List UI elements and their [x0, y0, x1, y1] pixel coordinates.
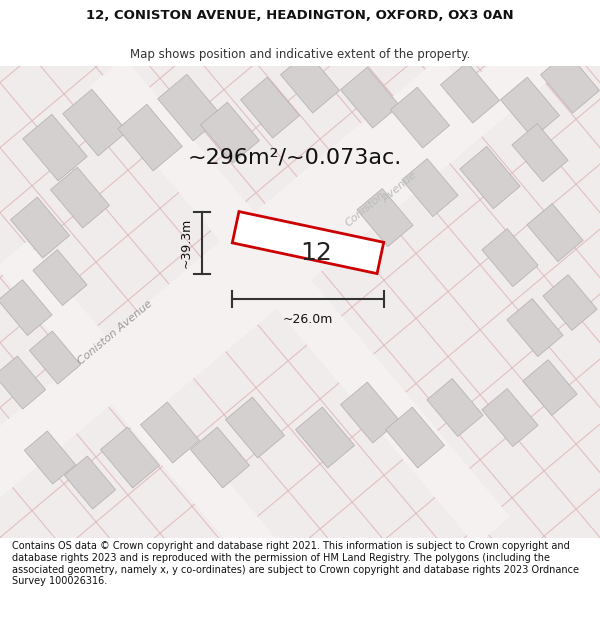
Polygon shape [386, 407, 445, 468]
Polygon shape [357, 189, 413, 247]
Polygon shape [200, 102, 259, 163]
Polygon shape [0, 57, 476, 549]
Polygon shape [341, 382, 400, 443]
Polygon shape [507, 299, 563, 356]
Polygon shape [541, 52, 599, 113]
Text: Avenue: Avenue [380, 170, 419, 205]
Polygon shape [523, 360, 577, 416]
Polygon shape [0, 279, 52, 336]
Polygon shape [191, 427, 250, 488]
Polygon shape [0, 356, 46, 409]
Polygon shape [118, 104, 182, 171]
Polygon shape [241, 78, 299, 138]
Polygon shape [296, 407, 355, 468]
Polygon shape [460, 146, 520, 209]
Polygon shape [281, 52, 340, 113]
Polygon shape [232, 211, 384, 274]
Polygon shape [482, 389, 538, 446]
Text: Contains OS data © Crown copyright and database right 2021. This information is : Contains OS data © Crown copyright and d… [12, 541, 579, 586]
Polygon shape [500, 78, 559, 138]
Polygon shape [101, 427, 160, 488]
Text: 12, CONISTON AVENUE, HEADINGTON, OXFORD, OX3 0AN: 12, CONISTON AVENUE, HEADINGTON, OXFORD,… [86, 9, 514, 22]
Polygon shape [512, 124, 568, 182]
Text: Map shows position and indicative extent of the property.: Map shows position and indicative extent… [130, 48, 470, 61]
Polygon shape [116, 0, 600, 417]
Polygon shape [29, 331, 80, 384]
Text: ~39.3m: ~39.3m [179, 217, 192, 268]
Polygon shape [64, 456, 116, 509]
Polygon shape [427, 379, 483, 436]
Text: 12: 12 [300, 241, 332, 264]
Text: ~296m²/~0.073ac.: ~296m²/~0.073ac. [188, 148, 402, 168]
Polygon shape [25, 431, 76, 484]
Polygon shape [543, 275, 597, 331]
Polygon shape [341, 68, 400, 128]
Polygon shape [391, 88, 449, 148]
Polygon shape [50, 168, 109, 228]
Text: ~26.0m: ~26.0m [283, 312, 333, 326]
Text: Coniston: Coniston [343, 190, 387, 229]
Polygon shape [0, 241, 284, 574]
Polygon shape [33, 249, 87, 306]
Polygon shape [63, 89, 127, 156]
Text: Coniston Avenue: Coniston Avenue [76, 299, 154, 367]
Polygon shape [226, 397, 284, 458]
Polygon shape [158, 74, 222, 141]
Polygon shape [482, 229, 538, 286]
Polygon shape [90, 58, 510, 546]
Polygon shape [440, 62, 499, 123]
Polygon shape [140, 402, 199, 463]
Polygon shape [402, 159, 458, 217]
Polygon shape [527, 204, 583, 262]
Polygon shape [23, 114, 87, 181]
Polygon shape [11, 198, 70, 258]
